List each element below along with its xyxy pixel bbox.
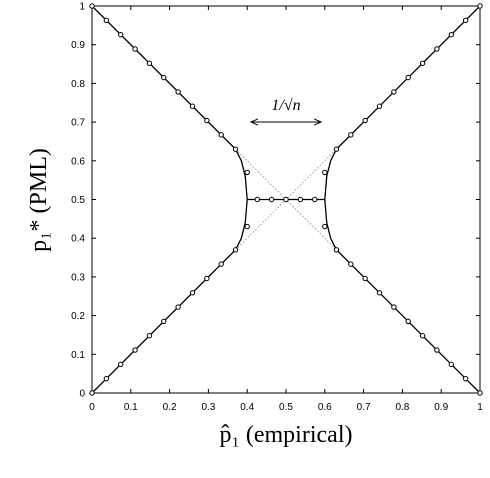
y-tick-label: 0	[79, 389, 85, 400]
data-point	[232, 247, 239, 253]
x-tick-label: 0.9	[434, 402, 448, 413]
data-point	[146, 333, 153, 339]
data-point	[348, 261, 354, 267]
data-point	[118, 31, 124, 38]
x-tick-label: 0.8	[395, 402, 409, 413]
annotation: 1/√n	[271, 97, 300, 114]
data-point	[244, 169, 250, 176]
y-tick-label: 0.5	[71, 195, 85, 206]
data-point	[434, 347, 440, 353]
data-point	[218, 261, 224, 267]
data-point	[161, 74, 167, 81]
data-point	[254, 196, 260, 203]
y-tick-label: 0.4	[71, 234, 85, 245]
data-point	[391, 89, 397, 95]
data-point	[419, 60, 426, 66]
y-tick-label: 1	[79, 2, 85, 13]
x-tick-label: 0.4	[240, 402, 254, 413]
data-point	[283, 196, 289, 203]
data-point	[477, 390, 483, 396]
y-tick-label: 0.8	[71, 79, 85, 90]
data-point	[268, 196, 275, 203]
x-tick-label: 0	[89, 402, 95, 413]
x-tick-label: 0.3	[201, 402, 215, 413]
data-point	[297, 196, 304, 203]
data-point	[204, 275, 210, 282]
data-point	[448, 361, 454, 368]
data-point	[333, 247, 340, 253]
data-point	[89, 390, 95, 396]
data-point	[189, 103, 196, 109]
data-point	[218, 132, 224, 138]
data-point	[376, 103, 383, 109]
data-point	[89, 3, 95, 9]
data-point	[312, 196, 318, 203]
x-tick-label: 1	[477, 402, 483, 413]
data-point	[434, 46, 440, 52]
data-point	[419, 333, 426, 339]
data-point	[333, 146, 340, 152]
x-tick-label: 0.7	[357, 402, 371, 413]
data-point	[189, 290, 196, 296]
data-point	[118, 361, 124, 368]
y-tick-label: 0.9	[71, 40, 85, 51]
data-point	[322, 169, 328, 176]
x-tick-label: 0.2	[163, 402, 177, 413]
data-point	[175, 89, 181, 95]
y-tick-label: 0.2	[71, 311, 85, 322]
data-point	[232, 146, 239, 152]
x-tick-label: 0.1	[124, 402, 138, 413]
data-point	[477, 3, 483, 9]
data-point	[175, 304, 181, 310]
data-point	[376, 290, 383, 296]
data-point	[103, 17, 110, 24]
data-point	[448, 31, 454, 38]
data-point	[405, 74, 411, 81]
data-point	[362, 275, 368, 282]
x-axis-label: p̂₁ (empirical)	[220, 422, 353, 448]
x-tick-label: 0.5	[279, 402, 293, 413]
data-point	[132, 347, 138, 353]
data-point	[322, 223, 328, 230]
data-point	[462, 17, 469, 24]
y-tick-label: 0.6	[71, 156, 85, 167]
data-point	[132, 46, 138, 52]
data-point	[348, 132, 354, 138]
data-point	[391, 304, 397, 310]
y-axis-label: p₁* (PML)	[26, 148, 52, 252]
data-point	[204, 117, 210, 124]
data-point	[146, 60, 153, 66]
data-point	[161, 318, 167, 325]
data-point	[362, 117, 368, 124]
data-point	[405, 318, 411, 325]
data-point	[103, 375, 110, 382]
y-tick-label: 0.1	[71, 350, 85, 361]
data-point	[462, 375, 469, 382]
y-tick-label: 0.3	[71, 272, 85, 283]
x-tick-label: 0.6	[318, 402, 332, 413]
y-tick-label: 0.7	[71, 118, 85, 129]
data-point	[244, 223, 250, 230]
